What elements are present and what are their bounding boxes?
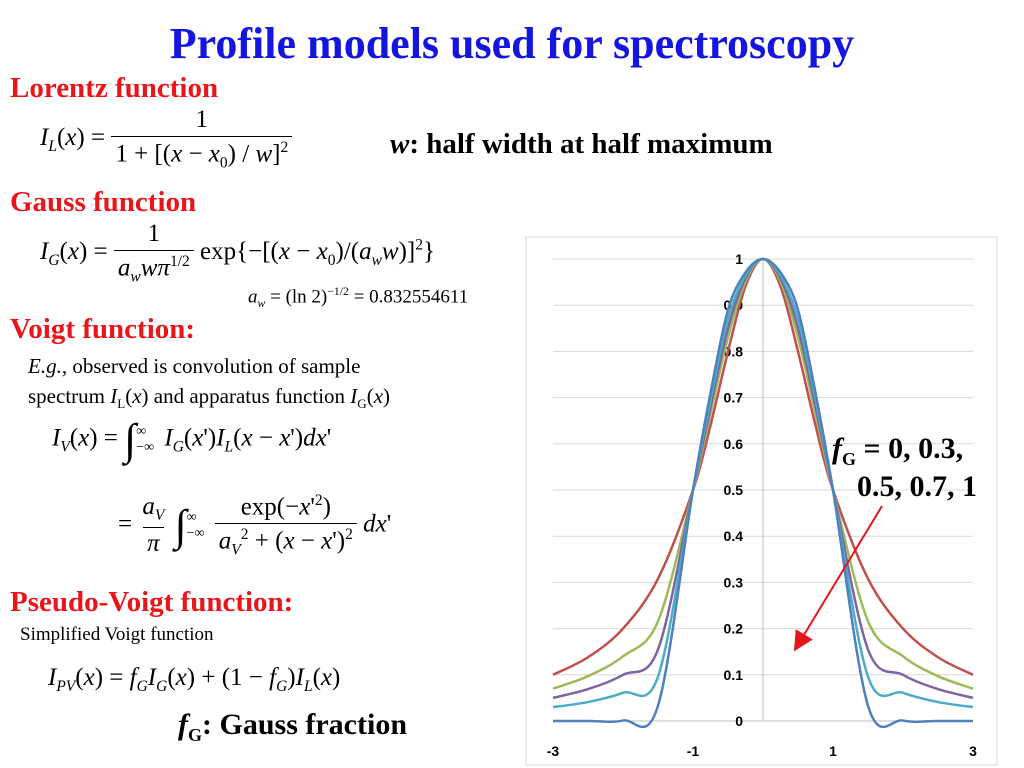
hwhm-note: w: half width at half maximum [390,128,773,161]
pseudo-voigt-heading: Pseudo-Voigt function: [10,586,294,618]
aw-value: = 0.832554611 [353,286,469,308]
lorentz-heading: Lorentz function [10,72,219,104]
gauss-heading: Gauss function [10,186,197,218]
slide-title: Profile models used for spectroscopy [169,19,855,68]
voigt-eg: E.g. [28,354,62,378]
fg-annotation-values-2: 0.5, 0.7, 1 [857,470,977,503]
voigt-desc-2-mid: and apparatus function [148,384,351,408]
pseudo-voigt-equation: IPV(x) = fGIG(x) + (1 − fG)IL(x) [48,664,341,695]
y-tick-label: 0 [735,713,743,729]
y-tick-label: 0.3 [724,574,744,590]
fg-annotation-line1: fG = 0, 0.3, [832,432,964,469]
arrow-line [793,505,883,652]
x-tick-label: 1 [829,743,837,759]
voigt-description-line2: spectrum IL(x) and apparatus function IG… [28,384,391,412]
pseudo-voigt-description: Simplified Voigt function [20,624,214,645]
aw-definition: aw = (ln 2)−1/2 = 0.832554611 [248,285,469,311]
voigt-desc-1: , observed is convolution of sample [61,354,361,378]
hwhm-symbol: w [390,128,410,160]
gauss-equation: IG(x) = 1 awwπ1/2 exp{−[(x − x0)/(aww)]2} [40,220,435,286]
annotation-arrow [793,505,883,652]
y-tick-label: 0.2 [724,621,744,637]
voigt-desc-2-pre: spectrum [28,384,111,408]
y-tick-label: 0.7 [724,390,744,406]
y-tick-label: 0.1 [724,667,744,683]
voigt-equation-expanded: = aV π ∫ ∞ −∞ exp(−x'2) aV2 + (x − x')2 dx' [118,492,392,559]
y-tick-label: 0.6 [724,436,744,452]
fg-annotation-values-1: = 0, 0.3, [863,432,964,465]
y-tick-label: 1 [735,251,743,267]
fg-annotation: fG = 0, 0.3, 0.5, 0.7, 1 [832,432,977,504]
gauss-fraction-text: : Gauss fraction [202,708,408,741]
hwhm-text: : half width at half maximum [409,128,773,160]
voigt-description-line1: E.g., observed is convolution of sample [28,354,360,379]
series-line-fg-1 [552,257,974,729]
x-tick-label: -3 [547,743,560,759]
x-tick-label: 3 [969,743,977,759]
voigt-equation: IV(x) = ∫ ∞ −∞ IG(x')IL(x − x')dx' [52,415,332,464]
voigt-profile-chart: 00.10.20.30.40.50.60.70.80.91 -3 -1 1 3 [525,236,998,766]
voigt-heading: Voigt function: [10,313,196,345]
x-tick-label: -1 [687,743,700,759]
y-tick-label: 0.4 [724,528,744,544]
gauss-fraction-label: fG: Gauss fraction [178,708,408,745]
y-tick-label: 0.5 [724,482,744,498]
chart-frame [525,236,998,766]
